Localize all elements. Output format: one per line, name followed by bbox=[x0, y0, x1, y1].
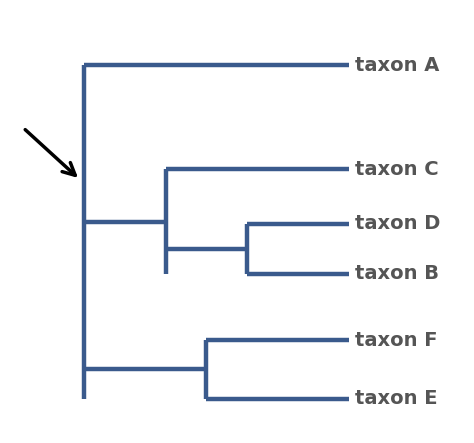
Text: taxon C: taxon C bbox=[355, 160, 439, 179]
Text: taxon B: taxon B bbox=[355, 264, 439, 283]
Text: taxon F: taxon F bbox=[355, 331, 438, 350]
Text: taxon E: taxon E bbox=[355, 389, 438, 408]
Text: taxon A: taxon A bbox=[355, 56, 439, 75]
Text: taxon D: taxon D bbox=[355, 214, 440, 233]
